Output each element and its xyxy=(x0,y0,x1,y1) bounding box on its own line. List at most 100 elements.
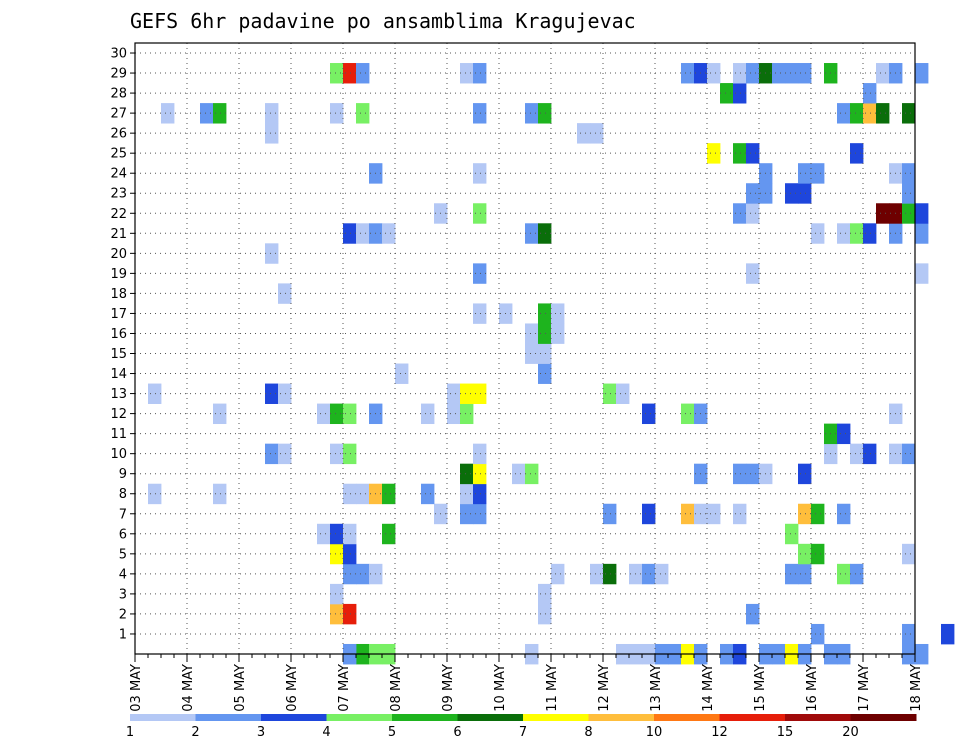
heatmap-cell xyxy=(460,403,474,425)
heatmap-cell xyxy=(707,143,721,164)
heatmap-cell xyxy=(330,403,344,425)
heatmap-cell xyxy=(330,523,344,545)
heatmap-cell xyxy=(278,443,292,465)
heatmap-cell xyxy=(538,103,552,124)
heatmap-cell xyxy=(382,523,396,545)
heatmap-cell xyxy=(798,463,812,485)
heatmap-cell xyxy=(746,463,760,485)
heatmap-cell xyxy=(733,63,747,84)
heatmap-cell xyxy=(460,383,474,404)
heatmap-cell xyxy=(538,223,552,244)
heatmap-cell xyxy=(265,383,279,404)
y-tick-label: 30 xyxy=(110,47,127,62)
heatmap-cell xyxy=(447,403,461,425)
heatmap-cell xyxy=(850,563,864,585)
x-tick-label: 11 MAY xyxy=(545,664,560,712)
heatmap-cell xyxy=(720,83,734,104)
y-tick-label: 2 xyxy=(119,607,127,622)
heatmap-cell xyxy=(681,403,695,425)
colorbar-label: 8 xyxy=(584,725,592,740)
heatmap-cell xyxy=(551,323,565,344)
heatmap-cell xyxy=(577,123,591,144)
x-tick-label: 15 MAY xyxy=(753,664,768,712)
y-tick-label: 19 xyxy=(110,267,127,282)
heatmap-cell xyxy=(850,223,864,244)
heatmap-cell xyxy=(317,523,331,545)
heatmap-cell xyxy=(603,383,617,404)
heatmap-cell xyxy=(798,563,812,585)
colorbar-label: 10 xyxy=(646,725,663,740)
heatmap-cell xyxy=(733,463,747,485)
y-tick-label: 4 xyxy=(119,567,127,582)
heatmap-cell xyxy=(161,103,175,124)
heatmap-cell xyxy=(278,283,292,304)
cells-layer xyxy=(148,63,955,665)
heatmap-cell xyxy=(330,603,344,625)
y-tick-label: 20 xyxy=(110,247,127,262)
heatmap-cell xyxy=(590,123,604,144)
heatmap-cell xyxy=(382,483,396,505)
heatmap-cell xyxy=(837,503,851,525)
heatmap-cell xyxy=(421,403,435,425)
heatmap-cell xyxy=(902,183,916,204)
y-tick-label: 12 xyxy=(110,407,127,422)
heatmap-cell xyxy=(525,323,539,344)
y-tick-label: 24 xyxy=(110,167,127,182)
heatmap-cell xyxy=(590,563,604,585)
heatmap-cell xyxy=(746,263,760,284)
heatmap-cell xyxy=(460,463,474,485)
y-tick-label: 8 xyxy=(119,487,127,502)
heatmap-cell xyxy=(915,203,929,224)
heatmap-cell xyxy=(421,483,435,505)
heatmap-cell xyxy=(902,103,916,124)
x-tick-label: 03 MAY xyxy=(129,664,144,712)
heatmap-cell xyxy=(525,463,539,485)
heatmap-cell xyxy=(460,63,474,84)
heatmap-cell xyxy=(746,143,760,164)
heatmap-cell xyxy=(473,483,487,505)
heatmap-cell xyxy=(213,103,227,124)
colorbar-swatch xyxy=(261,714,327,721)
heatmap-cell xyxy=(148,483,162,505)
heatmap-cell xyxy=(902,203,916,224)
heatmap-cell xyxy=(460,503,474,525)
heatmap-cell xyxy=(837,103,851,124)
heatmap-cell xyxy=(473,163,487,184)
colorbar-label: 1 xyxy=(126,725,134,740)
heatmap-cell xyxy=(785,563,799,585)
colorbar-swatch xyxy=(588,714,655,721)
heatmap-cell xyxy=(811,223,825,244)
heatmap-cell xyxy=(473,463,487,485)
heatmap-cell xyxy=(876,63,890,84)
colorbar-swatch xyxy=(785,714,851,721)
y-tick-label: 29 xyxy=(110,67,127,82)
colorbar-swatch xyxy=(130,714,196,721)
colorbar-swatch xyxy=(195,714,262,721)
heatmap-cell xyxy=(681,63,695,84)
y-tick-label: 17 xyxy=(110,307,127,322)
heatmap-cell xyxy=(850,143,864,164)
colorbar-swatch xyxy=(523,714,589,721)
heatmap-cell xyxy=(200,103,214,124)
heatmap-cell xyxy=(811,503,825,525)
heatmap-cell xyxy=(876,103,890,124)
heatmap-cell xyxy=(850,103,864,124)
colorbar-label: 12 xyxy=(711,725,728,740)
heatmap-cell xyxy=(915,223,929,244)
heatmap-cell xyxy=(798,163,812,184)
heatmap-cell xyxy=(642,503,656,525)
heatmap-cell xyxy=(330,443,344,465)
heatmap-cell xyxy=(733,503,747,525)
heatmap-cell xyxy=(746,203,760,224)
heatmap-cell xyxy=(473,63,487,84)
colorbar-swatch xyxy=(326,714,393,721)
heatmap-cell xyxy=(811,543,825,565)
y-tick-label: 28 xyxy=(110,87,127,102)
heatmap-cell xyxy=(512,463,526,485)
y-tick-label: 23 xyxy=(110,187,127,202)
heatmap-cell xyxy=(785,183,799,204)
heatmap-cell xyxy=(356,63,370,84)
colorbar-label: 6 xyxy=(453,725,461,740)
y-tick-label: 6 xyxy=(119,527,127,542)
heatmap-cell xyxy=(655,563,669,585)
